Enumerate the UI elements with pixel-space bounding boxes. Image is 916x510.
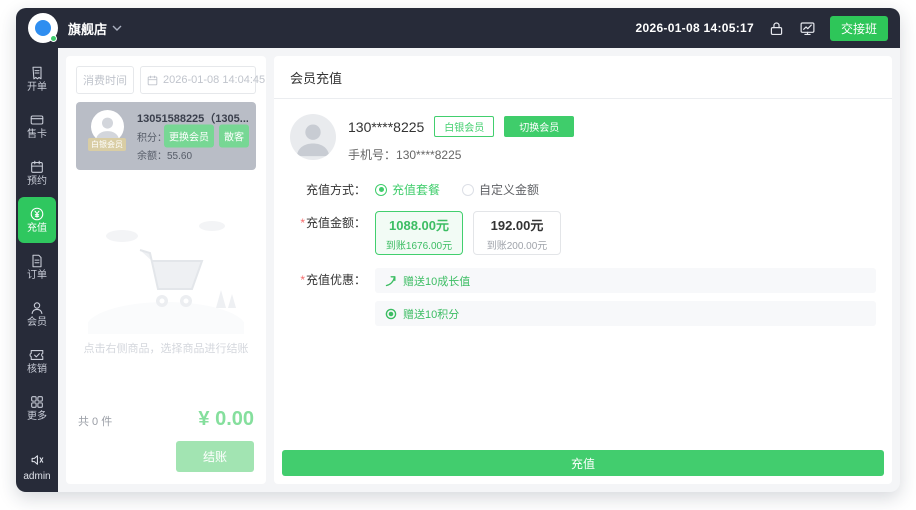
- verify-icon: [29, 350, 44, 360]
- sidebar-item-kaidan[interactable]: 开单: [18, 56, 56, 102]
- promo-growth-item: 赠送10成长值: [375, 268, 876, 293]
- member-name: 13051588225（1305...）: [137, 113, 248, 125]
- bill-icon: [32, 66, 42, 80]
- member-card-buttons: 更换会员 散客: [164, 124, 249, 148]
- topbar-right: 2026-01-08 14:05:17 交接班: [635, 15, 888, 41]
- radio-dot: [462, 183, 475, 196]
- shift-change-button[interactable]: 交接班: [829, 15, 888, 41]
- dashboard-icon[interactable]: [799, 20, 816, 37]
- chevron-down-icon: [112, 25, 122, 31]
- recharge-method-row: 充值方式： 充值套餐 自定义金额: [290, 178, 876, 198]
- person-icon: [95, 117, 119, 141]
- recharge-form: 充值方式： 充值套餐 自定义金额: [274, 176, 892, 450]
- topbar: 旗舰店 2026-01-08 14:05:17 交接班: [16, 8, 900, 48]
- consume-time-row: 消费时间 2026-01-08 14:04:45: [66, 56, 266, 102]
- cart-count: 共 0 件: [78, 416, 113, 428]
- sidebar-item-gengduo[interactable]: 更多: [18, 385, 56, 431]
- package-option-1[interactable]: 1088.00元 到账1676.00元: [375, 211, 463, 255]
- recharge-member-name: 130****8225: [348, 118, 425, 135]
- recharge-method-label: 充值方式：: [305, 183, 366, 197]
- recharge-panel: 会员充值 130****8225 白银会员 切换会员 手机号：130****82…: [274, 56, 892, 484]
- selected-member-card[interactable]: 白银会员 13051588225（1305...） 积分：6689 余额：55.…: [76, 102, 256, 170]
- calendar-small-icon: [147, 75, 158, 85]
- cart-panel: 消费时间 2026-01-08 14:04:45 白银会员 130515: [66, 56, 266, 484]
- store-logo-status-dot: [50, 35, 57, 42]
- member-avatar: [90, 110, 124, 143]
- consume-time-input[interactable]: 2026-01-08 14:04:45: [140, 66, 265, 94]
- consume-time-label: 消费时间: [76, 66, 134, 94]
- member-icon: [31, 302, 43, 315]
- recharge-promo-row: *充值优惠： 赠送10成长值 赠送10积分: [290, 268, 876, 326]
- recharge-member-level-tag: 白银会员: [434, 116, 495, 137]
- store-logo: [28, 13, 58, 43]
- muted-speaker-icon: [31, 455, 44, 465]
- sidebar-item-huiyuan[interactable]: 会员: [18, 291, 56, 337]
- recharge-member-phone: 手机号：130****8225: [348, 148, 462, 162]
- sidebar-item-shouka[interactable]: 售卡: [18, 103, 56, 149]
- points-icon: [385, 308, 397, 319]
- consume-time-value: 2026-01-08 14:04:45: [163, 74, 266, 86]
- sidebar-item-chongzhi[interactable]: 充值: [18, 197, 56, 243]
- cart-footer: 共 0 件 ¥ 0.00 结账: [66, 402, 266, 484]
- recharge-member-info: 130****8225 白银会员 切换会员 手机号：130****8225: [348, 114, 575, 163]
- recharge-icon: [30, 207, 44, 221]
- recharge-submit-button[interactable]: 充值: [282, 450, 884, 476]
- store-name: 旗舰店: [68, 21, 108, 37]
- sidebar-admin[interactable]: admin: [23, 452, 51, 482]
- package-option-2[interactable]: 192.00元 到账200.00元: [473, 211, 561, 255]
- empty-cart-hint: 点击右侧商品，选择商品进行结账: [83, 343, 249, 355]
- radio-package[interactable]: 充值套餐: [375, 181, 440, 198]
- empty-cart-illustration: [88, 221, 244, 334]
- card-icon: [30, 115, 44, 125]
- recharge-promo-label: *充值优惠：: [300, 273, 366, 287]
- store-selector[interactable]: 旗舰店: [68, 19, 122, 38]
- member-balance-line: 余额：55.60: [137, 151, 193, 162]
- recharge-amount-row: *充值金额： 1088.00元 到账1676.00元 192.00元 到账200…: [290, 211, 876, 255]
- sidebar: 开单 售卡 预约 充值 订单 会员: [16, 48, 58, 492]
- more-icon: [31, 396, 43, 408]
- change-member-button[interactable]: 更换会员: [164, 124, 214, 148]
- person-icon: [296, 124, 330, 157]
- app-window: 旗舰店 2026-01-08 14:05:17 交接班 开单 售卡 预约: [16, 8, 900, 492]
- switch-member-button[interactable]: 切换会员: [504, 116, 575, 137]
- recharge-member-section: 130****8225 白银会员 切换会员 手机号：130****8225: [274, 99, 892, 176]
- sidebar-item-hexiao[interactable]: 核销: [18, 338, 56, 384]
- store-logo-inner: [35, 20, 51, 36]
- member-avatar-col: 白银会员: [84, 110, 130, 162]
- sidebar-item-yuyue[interactable]: 预约: [18, 150, 56, 196]
- main-area: 消费时间 2026-01-08 14:04:45 白银会员 130515: [58, 48, 900, 492]
- guest-button[interactable]: 散客: [219, 124, 249, 148]
- cart-total-amount: ¥ 0.00: [198, 408, 254, 430]
- empty-cart-area: 点击右侧商品，选择商品进行结账: [66, 170, 266, 402]
- clock: 2026-01-08 14:05:17: [635, 21, 754, 35]
- radio-custom-amount[interactable]: 自定义金额: [462, 181, 539, 198]
- recharge-amount-label: *充值金额：: [300, 216, 366, 230]
- checkout-button[interactable]: 结账: [175, 441, 254, 472]
- order-icon: [32, 254, 42, 268]
- growth-icon: [385, 275, 396, 286]
- admin-label: admin: [23, 471, 51, 482]
- lock-icon[interactable]: [768, 20, 785, 37]
- member-level-tag: 白银会员: [88, 138, 126, 151]
- radio-dot: [375, 183, 387, 196]
- sidebar-item-dingdan[interactable]: 订单: [18, 244, 56, 290]
- recharge-member-avatar: [290, 114, 336, 160]
- promo-points-item: 赠送10积分: [375, 301, 876, 326]
- calendar-icon: [31, 160, 43, 173]
- recharge-title: 会员充值: [274, 56, 892, 99]
